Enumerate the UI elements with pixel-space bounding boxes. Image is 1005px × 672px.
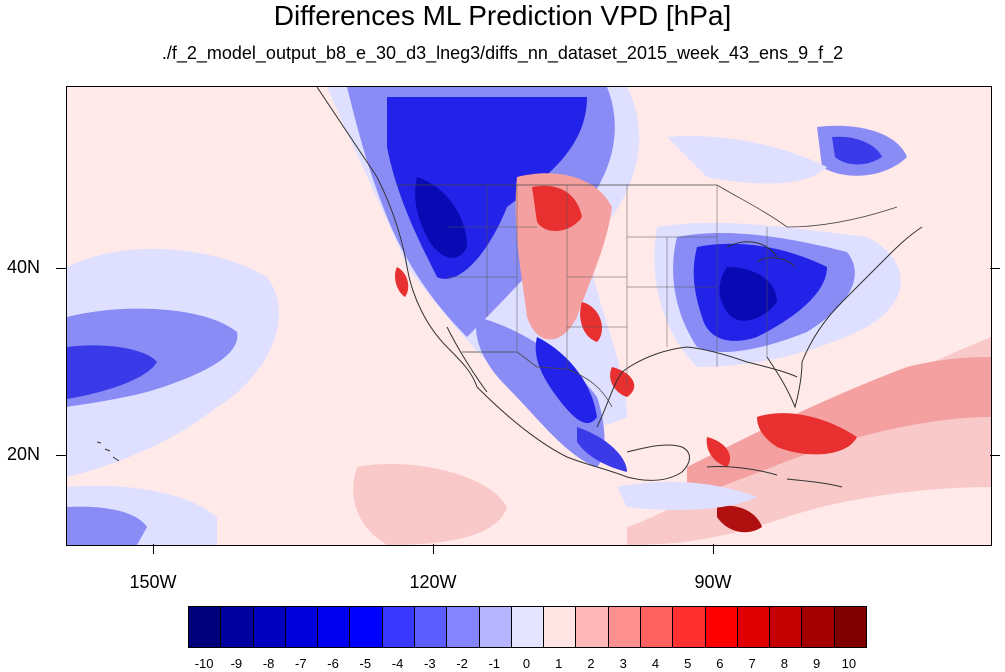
field-west-negative-deep: [415, 177, 467, 258]
caribbean-islands: [706, 466, 843, 488]
map-title: Differences ML Prediction VPD [hPa]: [273, 0, 732, 31]
colorbar-swatch: [834, 607, 866, 647]
colorbar-tick-label: -1: [488, 656, 501, 671]
colorbar-swatch: [640, 607, 674, 647]
coastline-gulf: [596, 346, 798, 428]
lat-label-20n: 20N: [6, 444, 40, 464]
colorbar-tick-label: 8: [780, 656, 788, 671]
coastline-west: [316, 87, 478, 388]
colorbar-swatch: [447, 607, 480, 647]
colorbar-swatch: [414, 607, 448, 647]
colorbar-swatch: [705, 607, 738, 647]
lat-label-40n: 40N: [6, 257, 40, 277]
great-lakes: [726, 241, 796, 268]
colorbar-tick-label: -8: [262, 656, 275, 671]
colorbar-swatch: [221, 607, 254, 647]
colorbar-tick-label: 0: [522, 656, 531, 671]
colorbar-swatch: [189, 607, 222, 647]
colorbar-swatch: [382, 607, 415, 647]
field-gulf-of-mexico-positive: [706, 437, 731, 467]
colorbar-tick-label: -3: [424, 656, 436, 671]
colorbar-tick-label: 1: [555, 656, 563, 671]
colorbar-swatch: [673, 607, 706, 647]
field-pacific-negative-strong: [67, 345, 157, 399]
colorbar: [188, 606, 867, 648]
colorbar-tick-label: -7: [295, 656, 307, 671]
colorbar-tick-label: 9: [813, 656, 821, 671]
colorbar-swatch: [350, 607, 383, 647]
map-subtitle: ./f_2_model_output_b8_e_30_d3_lneg3/diff…: [161, 43, 844, 63]
field-mexico-negative-mid: [476, 317, 605, 467]
colorbar-swatch: [802, 607, 835, 647]
field-caribbean-positive-deep: [717, 505, 762, 533]
colorbar-tick-label: 10: [841, 656, 857, 671]
colorbar-tick-label: 4: [651, 656, 660, 671]
colorbar-tick-label: 5: [684, 656, 692, 671]
field-caribbean-positive-strong: [757, 413, 857, 455]
colorbar-swatch: [285, 607, 319, 647]
map-field-svg: [67, 87, 991, 545]
field-central-america-negative: [577, 427, 627, 472]
lon-label-150w: 150W: [129, 572, 177, 592]
us-canada-border: [397, 184, 898, 228]
coastline-yucatan: [626, 444, 690, 481]
field-mexico-coast-positive: [353, 463, 507, 545]
lat-tick-20n-right: [990, 455, 1000, 456]
hawaii-islands: [96, 441, 120, 462]
colorbar-tick-label: 7: [748, 656, 756, 671]
colorbar-swatch: [770, 607, 803, 647]
lon-tick-90w: [713, 544, 714, 554]
colorbar-swatch: [737, 607, 771, 647]
lat-tick-40n: [56, 268, 66, 269]
coastline-florida: [766, 356, 803, 409]
colorbar-tick-label: -5: [359, 656, 372, 671]
colorbar-tick-label: 3: [619, 656, 627, 671]
colorbar-swatch: [544, 607, 577, 647]
state-lines: [447, 185, 768, 387]
colorbar-tick-label: 6: [716, 656, 724, 671]
colorbar-swatch: [318, 607, 351, 647]
field-caribbean-negative-light: [617, 481, 757, 510]
lon-tick-120w: [433, 544, 434, 554]
colorbar-tick-label: -6: [327, 656, 339, 671]
field-mexico-negative-strong: [535, 337, 597, 424]
field-california-positive: [394, 267, 409, 297]
coastline-baja: [446, 326, 488, 393]
lat-tick-40n-right: [990, 268, 1000, 269]
coastline-mexico-pacific: [476, 386, 628, 478]
colorbar-swatch: [608, 607, 641, 647]
colorbar-tick-label: -10: [194, 656, 214, 671]
lon-label-90w: 90W: [694, 572, 732, 592]
lon-tick-150w: [153, 544, 154, 554]
field-pacific-southwest-mid: [67, 506, 147, 545]
colorbar-swatch: [576, 607, 609, 647]
colorbar-swatch: [479, 607, 512, 647]
colorbar-swatch: [253, 607, 286, 647]
field-gulf-positive-strong: [610, 367, 635, 397]
colorbar-tick-label: -4: [391, 656, 404, 671]
colorbar-swatch: [511, 607, 545, 647]
field-east-negative-deep: [719, 267, 777, 321]
field-north-atlantic-negative: [667, 136, 827, 184]
colorbar-tick-label: -9: [230, 656, 243, 671]
lat-tick-20n: [56, 455, 66, 456]
us-mexico-border: [462, 351, 613, 408]
coastline-east: [801, 226, 923, 363]
lon-label-120w: 120W: [409, 572, 457, 592]
colorbar-tick-label: -2: [456, 656, 468, 671]
colorbar-tick-label: 2: [587, 656, 595, 671]
field-plains-positive-strong: [532, 185, 582, 232]
vpd-difference-map: [66, 86, 992, 546]
field-quebec-negative-strong: [832, 136, 882, 165]
field-texas-positive-strong: [580, 302, 602, 342]
